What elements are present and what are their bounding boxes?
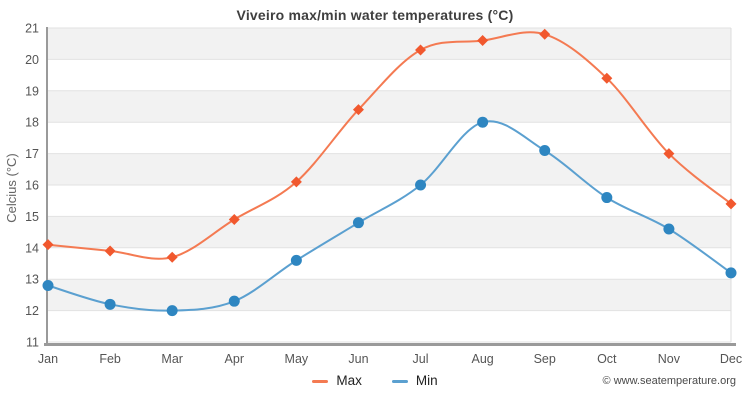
x-tick-label: Jul <box>413 352 429 366</box>
x-tick-label: Jan <box>38 352 58 366</box>
x-tick-label: May <box>285 352 309 366</box>
x-tick-label: Apr <box>225 352 244 366</box>
max-marker-diamond-icon <box>601 72 613 84</box>
plot-band <box>48 90 731 123</box>
x-tick-label: Mar <box>161 352 183 366</box>
y-tick-label: 20 <box>25 53 39 67</box>
min-marker-circle-icon <box>415 179 427 191</box>
plot-band <box>48 310 731 342</box>
y-tick-label: 21 <box>25 22 39 36</box>
max-marker-diamond-icon <box>539 28 551 40</box>
min-marker-circle-icon <box>352 217 364 229</box>
legend: Max Min <box>0 373 750 388</box>
chart-title: Viveiro max/min water temperatures (°C) <box>236 7 514 23</box>
max-marker-diamond-icon <box>352 104 364 116</box>
max-marker-diamond-icon <box>663 148 675 160</box>
x-tick-label: Oct <box>597 352 617 366</box>
min-marker-circle-icon <box>228 295 240 307</box>
plot-band <box>48 216 731 248</box>
x-tick-label: Sep <box>534 352 556 366</box>
max-series-swatch-icon <box>312 379 329 383</box>
y-tick-label: 17 <box>25 147 39 161</box>
plot-svg: 21 20 19 18 17 16 15 14 13 12 11 Jan Feb Mar Apr May Jun… <box>25 22 742 367</box>
max-marker-diamond-icon <box>290 176 302 188</box>
min-marker-circle-icon <box>539 144 551 156</box>
min-marker-circle-icon <box>104 298 116 310</box>
min-marker-circle-icon <box>290 254 302 266</box>
plot-band <box>48 153 731 185</box>
x-tick-label: Nov <box>658 352 681 366</box>
min-marker-circle-icon <box>601 192 613 204</box>
x-tick-label: Jun <box>348 352 368 366</box>
legend-item-max: Max <box>312 373 362 388</box>
min-marker-circle-icon <box>725 267 737 279</box>
legend-item-min: Min <box>391 373 438 388</box>
plot-band <box>48 122 731 154</box>
min-marker-circle-icon <box>42 279 54 291</box>
y-tick-label: 16 <box>25 179 39 193</box>
copyright-text: © www.seatemperature.org <box>602 375 736 387</box>
min-marker-circle-icon <box>663 223 675 235</box>
legend-label-min: Min <box>415 373 438 388</box>
y-tick-label: 14 <box>25 241 39 255</box>
legend-label-max: Max <box>336 373 362 388</box>
min-marker-circle-icon <box>477 116 489 128</box>
min-series-swatch-icon <box>391 379 408 383</box>
max-marker-diamond-icon <box>725 198 737 210</box>
x-axis-line <box>44 343 736 346</box>
y-tick-label: 12 <box>25 304 39 318</box>
plot-band <box>48 279 731 311</box>
plot-band <box>48 185 731 217</box>
max-marker-diamond-icon <box>477 35 489 47</box>
y-tick-label: 19 <box>25 84 39 98</box>
max-marker-diamond-icon <box>415 44 427 56</box>
plot-band <box>48 247 731 280</box>
x-tick-label: Dec <box>720 352 742 366</box>
max-marker-diamond-icon <box>104 245 116 257</box>
x-tick-label: Aug <box>472 352 494 366</box>
y-tick-label: 18 <box>25 116 39 130</box>
plot-band <box>48 28 731 60</box>
max-marker-diamond-icon <box>42 239 54 251</box>
min-marker-circle-icon <box>166 305 178 317</box>
y-tick-label: 11 <box>26 336 39 350</box>
max-marker-diamond-icon <box>166 251 178 263</box>
x-tick-label: Feb <box>99 352 121 366</box>
y-tick-label: 13 <box>25 273 39 287</box>
y-tick-label: 15 <box>25 210 39 224</box>
max-marker-diamond-icon <box>228 214 240 226</box>
